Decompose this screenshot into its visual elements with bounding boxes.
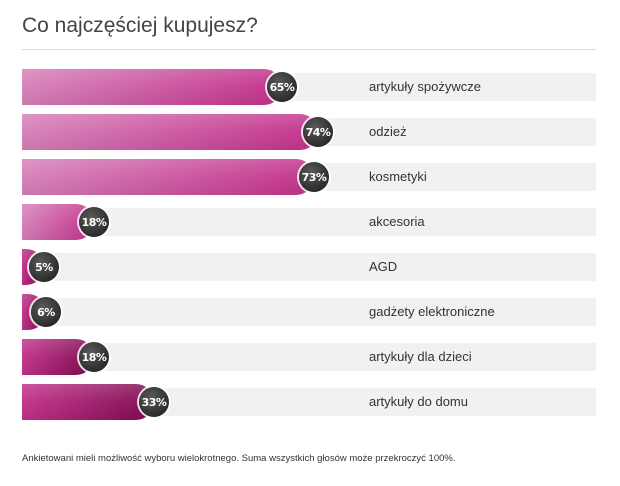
row-background bbox=[22, 298, 596, 326]
footnote: Ankietowani mieli możliwość wyboru wielo… bbox=[22, 453, 456, 464]
value-label: 6% bbox=[31, 297, 61, 327]
category-label: artykuły dla dzieci bbox=[369, 349, 472, 364]
category-label: odzież bbox=[369, 124, 407, 139]
bar bbox=[22, 114, 318, 150]
bar-shine bbox=[22, 114, 318, 150]
value-label: 33% bbox=[139, 387, 169, 417]
value-label: 74% bbox=[303, 117, 333, 147]
row-background bbox=[22, 208, 596, 236]
bar-shine bbox=[22, 69, 282, 105]
row-background bbox=[22, 253, 596, 281]
category-label: gadżety elektroniczne bbox=[369, 304, 495, 319]
value-label: 5% bbox=[29, 252, 59, 282]
row-background bbox=[22, 343, 596, 371]
bar bbox=[22, 384, 154, 420]
category-label: akcesoria bbox=[369, 214, 425, 229]
value-label: 18% bbox=[79, 207, 109, 237]
bar bbox=[22, 159, 314, 195]
bar bbox=[22, 69, 282, 105]
title-divider bbox=[22, 49, 596, 50]
bar-shine bbox=[22, 384, 154, 420]
value-label: 65% bbox=[267, 72, 297, 102]
value-label: 73% bbox=[299, 162, 329, 192]
category-label: artykuły spożywcze bbox=[369, 79, 481, 94]
category-label: artykuły do domu bbox=[369, 394, 468, 409]
value-label: 18% bbox=[79, 342, 109, 372]
chart-title: Co najczęściej kupujesz? bbox=[22, 14, 258, 37]
category-label: kosmetyki bbox=[369, 169, 427, 184]
category-label: AGD bbox=[369, 259, 398, 274]
bar-shine bbox=[22, 159, 314, 195]
